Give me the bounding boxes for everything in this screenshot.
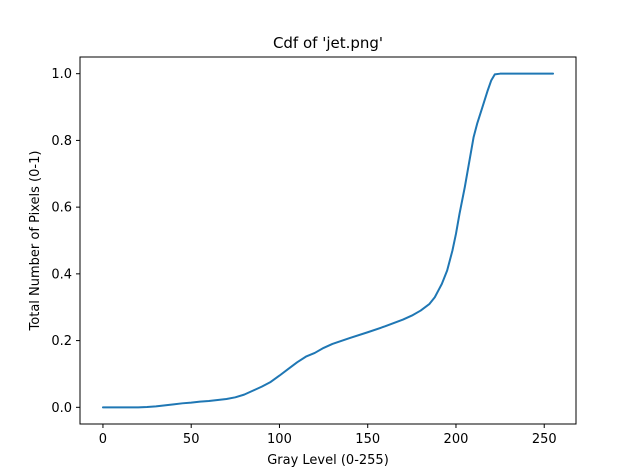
x-tick-label: 100 <box>267 432 292 447</box>
series-line-0 <box>101 72 555 409</box>
y-tick-label: 0.4 <box>51 267 72 282</box>
x-tick-label: 250 <box>532 432 557 447</box>
axes-frame <box>79 56 577 425</box>
y-tick-label: 0.8 <box>51 134 72 149</box>
x-tick-label: 0 <box>99 432 107 447</box>
x-tick-label: 50 <box>183 432 200 447</box>
x-axis-label: Gray Level (0-255) <box>267 453 389 468</box>
plot-area <box>79 56 577 425</box>
y-axis-label: Total Number of Pixels (0-1) <box>28 151 43 332</box>
y-tick-label: 0.0 <box>51 401 72 416</box>
axis-ticks: 0 50 100 150 200 250 0.0 0.2 0.4 0.6 0.8 1.0 <box>51 67 556 447</box>
x-tick-label: 200 <box>444 432 469 447</box>
y-tick-label: 0.6 <box>51 201 72 216</box>
x-tick-label: 150 <box>355 432 380 447</box>
y-tick-label: 0.2 <box>51 334 72 349</box>
y-tick-label: 1.0 <box>51 67 72 82</box>
chart-title: Cdf of 'jet.png' <box>273 34 383 52</box>
